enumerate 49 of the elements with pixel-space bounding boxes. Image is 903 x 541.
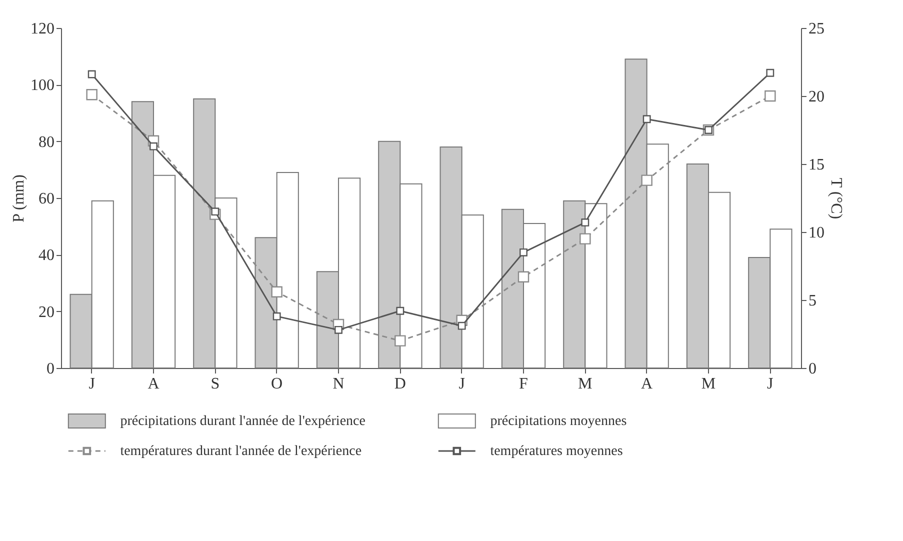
legend-label: précipitations moyennes xyxy=(490,414,627,429)
point xyxy=(766,68,774,77)
x-tick-label: J xyxy=(767,376,774,392)
point xyxy=(642,115,651,124)
x-tick-label: J xyxy=(88,376,95,392)
y-tick-label: 20 xyxy=(38,304,54,321)
point xyxy=(641,174,652,186)
point xyxy=(394,335,406,346)
point xyxy=(581,218,590,226)
x-tick-label: O xyxy=(271,376,283,392)
y-tick-label: 80 xyxy=(38,134,54,151)
y-axis-title: P (mm) xyxy=(10,174,28,222)
point xyxy=(520,248,528,256)
y-tick-label: 120 xyxy=(30,20,54,38)
x-tick-label: M xyxy=(578,376,592,392)
y-tick-label: 100 xyxy=(30,77,54,94)
point xyxy=(396,306,404,315)
point xyxy=(272,312,281,320)
y2-tick-label: 10 xyxy=(808,224,824,242)
x-tick-label: M xyxy=(701,376,716,392)
x-tick-label: F xyxy=(519,376,528,392)
point xyxy=(271,286,282,298)
point xyxy=(580,233,591,244)
y-tick-label: 40 xyxy=(38,247,54,264)
point xyxy=(150,142,158,150)
y2-tick-label: 20 xyxy=(808,88,824,106)
point xyxy=(211,208,220,216)
x-tick-label: N xyxy=(332,376,345,392)
x-tick-label: D xyxy=(394,376,406,392)
y2-tick-label: 25 xyxy=(808,20,824,38)
x-tick-label: A xyxy=(148,376,160,392)
y2-axis-title: T (°C) xyxy=(828,178,844,220)
point xyxy=(334,326,342,334)
y2-tick-label: 15 xyxy=(808,156,824,174)
point xyxy=(88,70,96,78)
y2-tick-label: 5 xyxy=(808,292,816,310)
legend-label: précipitations durant l'année de l'expérience xyxy=(120,414,366,429)
x-tick-label: A xyxy=(641,376,654,392)
point xyxy=(764,90,776,102)
y-tick-label: 0 xyxy=(46,360,54,378)
x-tick-label: S xyxy=(210,376,220,392)
y2-tick-label: 0 xyxy=(808,360,816,378)
point xyxy=(86,89,98,100)
legend-label: températures moyennes xyxy=(490,444,623,459)
legend-label: températures durant l'année de l'expérience xyxy=(120,444,362,459)
x-tick-label: J xyxy=(458,376,465,392)
point xyxy=(458,322,466,330)
point xyxy=(518,271,530,282)
y-tick-label: 60 xyxy=(38,190,54,208)
